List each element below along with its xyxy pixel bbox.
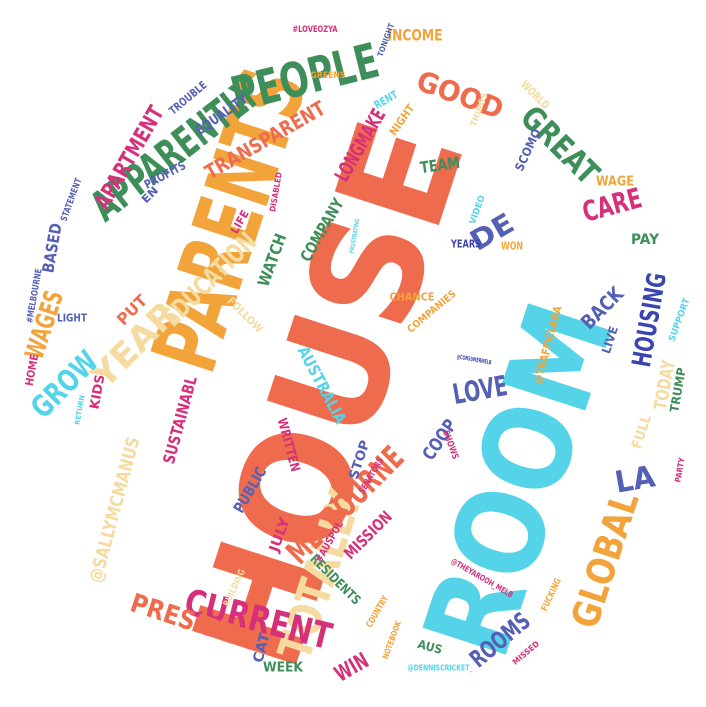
word-week: WEEK <box>263 661 304 676</box>
word-notebook: NOTEBOOK <box>381 619 403 660</box>
word-loveozya: #LOVEOZYA <box>293 25 338 35</box>
word-based: BASED <box>38 222 65 275</box>
word-housing: HOUSING <box>627 271 673 370</box>
word-country: COUNTRY <box>365 594 391 630</box>
word-la: LA <box>612 459 658 501</box>
word-chance: CHANCE <box>390 291 435 304</box>
word-pay: PAY <box>631 232 660 248</box>
word-party: PARTY <box>673 457 686 483</box>
word-sallymcmanus: @SALLYMCMANUS <box>85 435 144 585</box>
word-income: INCOME <box>388 26 443 45</box>
word-years: YEARS <box>450 238 481 251</box>
word-statement: STATEMENT <box>60 177 85 223</box>
word-greens: GREENS <box>311 71 346 81</box>
word-won: WON <box>501 240 523 253</box>
word-light: LIGHT <box>57 312 87 325</box>
word-kids: KIDS <box>88 373 109 410</box>
word-sustainabl: SUSTAINABL <box>159 374 201 466</box>
word-rent: RENT <box>372 88 400 112</box>
word-support: SUPPORT <box>668 296 693 342</box>
word-home: HOME <box>23 353 41 387</box>
word-denniscricket: @DENNISCRICKET_ <box>408 664 473 673</box>
word-wages: WAGES <box>20 287 70 363</box>
word-cat: CAT <box>250 631 273 665</box>
word-wage: WAGE <box>596 175 634 190</box>
word-good: GOOD <box>412 64 508 126</box>
word-aus: AUS <box>416 637 444 657</box>
word-full: FULL <box>629 413 655 451</box>
